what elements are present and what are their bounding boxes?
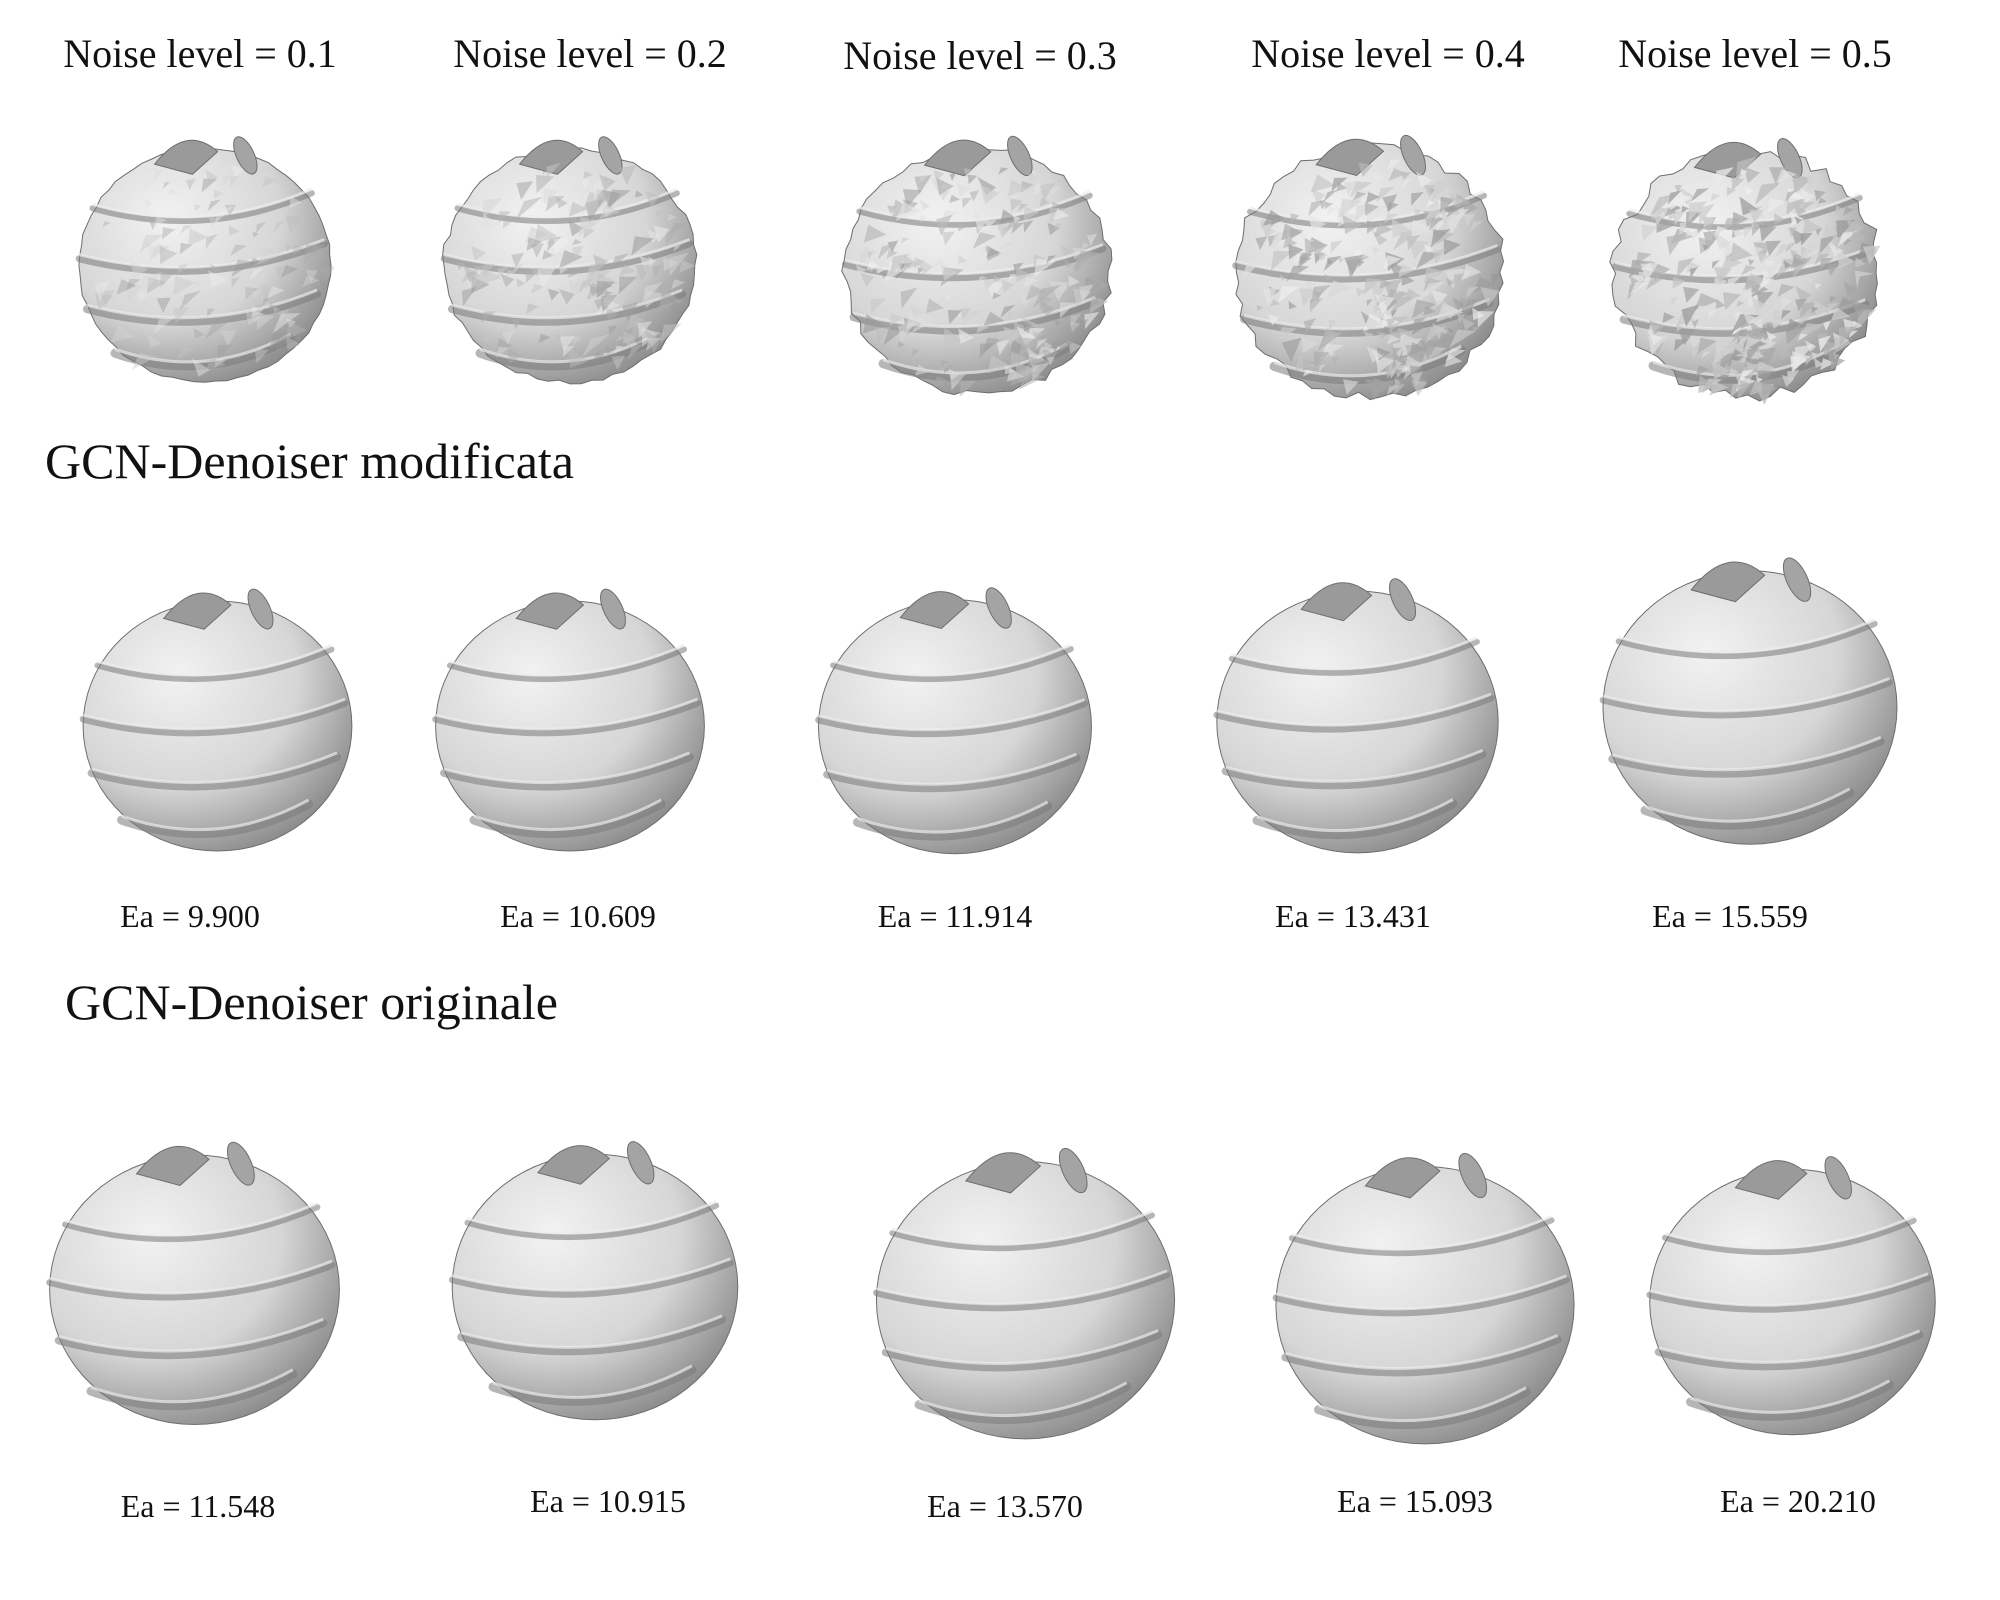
error-label-modified-5: Ea = 15.559 [1652, 898, 1808, 934]
noise-label-2: Noise level = 0.2 [453, 31, 727, 76]
denoised-mesh-original-3 [873, 1147, 1176, 1440]
noisy-mesh-2 [440, 136, 698, 385]
noise-label-1: Noise level = 0.1 [63, 31, 337, 76]
noise-label-3: Noise level = 0.3 [843, 33, 1117, 78]
noisy-mesh-5 [1609, 138, 1881, 406]
error-label-modified-4: Ea = 13.431 [1275, 898, 1431, 934]
noisy-mesh-1 [75, 136, 335, 383]
error-label-original-5: Ea = 20.210 [1720, 1483, 1876, 1519]
noisy-mesh-4 [1232, 134, 1505, 401]
error-label-original-4: Ea = 15.093 [1337, 1483, 1493, 1519]
denoised-mesh-original-5 [1646, 1156, 1936, 1436]
noise-label-4: Noise level = 0.4 [1251, 31, 1525, 76]
section-title-modified: GCN-Denoiser modificata [45, 433, 575, 489]
section-title-original: GCN-Denoiser originale [65, 974, 558, 1030]
denoised-mesh-modified-4 [1213, 578, 1499, 854]
error-label-original-3: Ea = 13.570 [927, 1488, 1083, 1524]
denoised-mesh-modified-1 [79, 588, 353, 852]
denoised-mesh-original-1 [46, 1141, 340, 1426]
denoised-mesh-modified-3 [815, 587, 1093, 855]
error-label-modified-2: Ea = 10.609 [500, 898, 656, 934]
error-label-original-2: Ea = 10.915 [530, 1483, 686, 1519]
denoised-mesh-original-4 [1272, 1152, 1575, 1445]
denoised-mesh-original-2 [448, 1141, 739, 1421]
denoised-mesh-modified-5 [1599, 557, 1898, 845]
error-label-modified-3: Ea = 11.914 [877, 898, 1033, 934]
noise-label-5: Noise level = 0.5 [1618, 31, 1892, 76]
denoised-mesh-modified-2 [432, 588, 705, 852]
error-label-modified-1: Ea = 9.900 [120, 898, 260, 934]
error-label-original-1: Ea = 11.548 [120, 1488, 276, 1524]
noisy-mesh-3 [841, 135, 1113, 397]
